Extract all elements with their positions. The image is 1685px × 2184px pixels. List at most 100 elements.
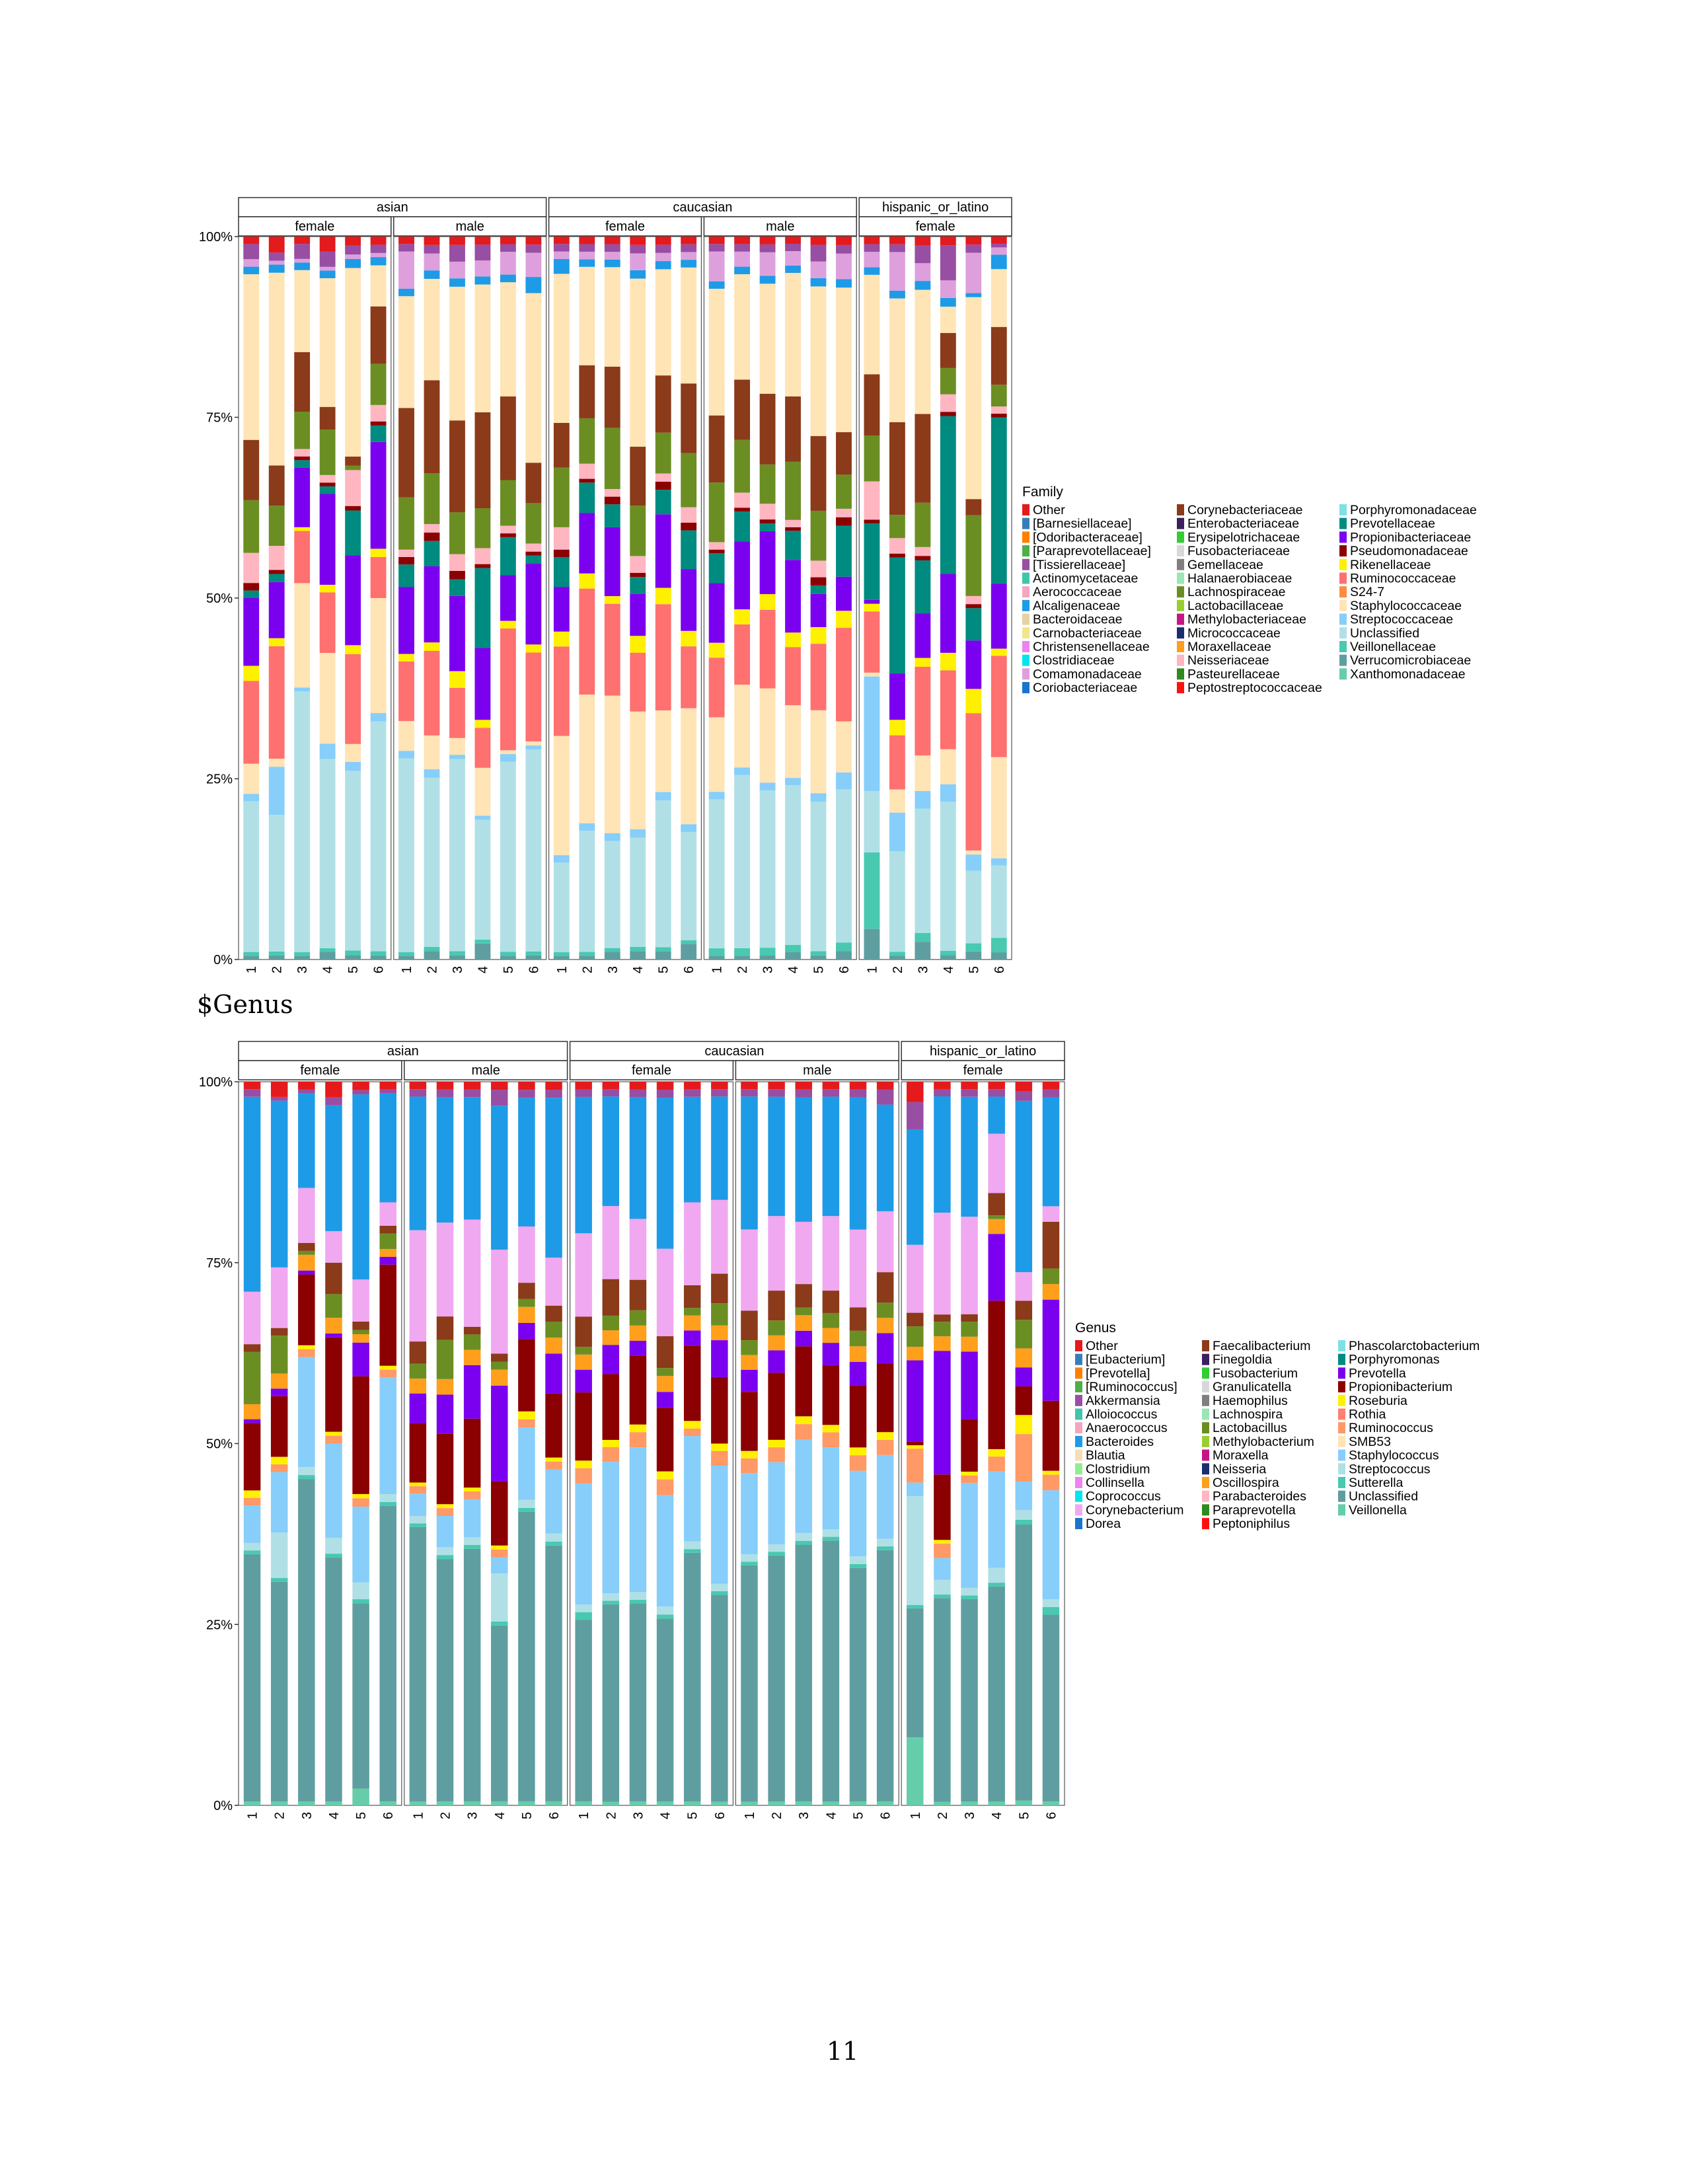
x-tick-label: 6 xyxy=(713,1812,728,1819)
bar-segment xyxy=(889,673,905,720)
bar-segment xyxy=(849,1564,867,1568)
bar-segment xyxy=(759,531,776,595)
facet-label-asian: asian xyxy=(387,1044,419,1059)
bar-segment xyxy=(352,1599,369,1604)
bar-segment xyxy=(708,717,725,792)
bar-segment xyxy=(988,1801,1005,1805)
legend-label: Other xyxy=(1086,1339,1118,1353)
bar-segment xyxy=(579,365,595,418)
bar-segment xyxy=(398,952,414,956)
bar-segment xyxy=(656,1392,674,1408)
x-tick-label: 1 xyxy=(865,966,880,973)
legend-label: Veillonella xyxy=(1349,1503,1407,1517)
bar-segment xyxy=(991,865,1007,938)
bar-segment xyxy=(298,1187,315,1243)
bar-segment xyxy=(629,1279,647,1310)
bar-segment xyxy=(424,278,440,381)
bar-segment xyxy=(741,1355,758,1370)
bar-segment xyxy=(379,1377,396,1495)
bar-segment xyxy=(876,1302,894,1318)
bar-segment xyxy=(575,1347,592,1355)
legend-label: Prevotellaceae xyxy=(1350,517,1435,531)
bar-segment xyxy=(345,470,361,506)
bar-segment xyxy=(849,1082,867,1090)
bar-segment xyxy=(785,785,801,946)
bar-segment xyxy=(629,1447,647,1593)
bar-segment xyxy=(294,262,311,270)
bar-segment xyxy=(553,631,570,647)
legend-label: Xanthomonadaceae xyxy=(1350,667,1466,681)
bar-segment xyxy=(436,1555,454,1560)
bar-segment xyxy=(436,1559,454,1802)
bar-segment xyxy=(849,1361,867,1386)
legend-label: Staphylococcaceae xyxy=(1350,599,1462,613)
bar-segment xyxy=(491,1385,508,1482)
facet-label-caucasian: caucasian xyxy=(673,200,732,215)
legend-swatch xyxy=(1177,654,1184,666)
bar-segment xyxy=(629,1082,647,1090)
legend-swatch xyxy=(1339,531,1347,543)
bar-segment xyxy=(876,1432,894,1440)
y-tick-label: 0% xyxy=(213,953,233,967)
bar-segment xyxy=(268,951,285,956)
bar-segment xyxy=(243,500,260,553)
bar-segment xyxy=(491,1549,508,1558)
bar-segment xyxy=(965,252,982,293)
bar-segment xyxy=(915,289,931,414)
bar-segment xyxy=(424,777,440,947)
bar-segment xyxy=(656,1408,674,1472)
bar-segment xyxy=(545,1258,562,1306)
x-tick-label: 6 xyxy=(372,966,387,973)
bar-segment xyxy=(525,951,542,956)
bar-segment xyxy=(759,276,776,284)
panel xyxy=(238,1081,402,1806)
bar-segment xyxy=(655,947,671,952)
bar-segment xyxy=(352,1788,369,1805)
bar-segment xyxy=(545,1541,562,1546)
bar-segment xyxy=(940,367,956,395)
bar-segment xyxy=(579,463,595,479)
legend-swatch xyxy=(1075,1408,1082,1420)
bar-segment xyxy=(822,1291,840,1313)
bar-segment xyxy=(370,237,387,245)
bar-segment xyxy=(491,1621,508,1626)
bar-segment xyxy=(268,237,285,253)
bar-segment xyxy=(940,394,956,412)
bar-segment xyxy=(934,1089,951,1097)
bar-segment xyxy=(711,1450,728,1466)
bar-segment xyxy=(474,939,491,944)
bar-segment xyxy=(864,267,880,275)
legend-label: Neisseriaceae xyxy=(1187,654,1269,668)
legend-label: Ruminococcus xyxy=(1349,1421,1433,1435)
sex-label: female xyxy=(963,1063,1003,1078)
legend-label: Neisseria xyxy=(1213,1462,1266,1476)
bar-segment xyxy=(741,1089,758,1097)
bar-segment xyxy=(463,1801,481,1805)
legend-label: Blautia xyxy=(1086,1449,1125,1463)
bar-segment xyxy=(965,515,982,596)
bar-segment xyxy=(602,1089,620,1097)
bar-segment xyxy=(991,237,1007,244)
legend-swatch xyxy=(1338,1367,1345,1379)
legend-swatch xyxy=(1339,641,1347,652)
bar-segment xyxy=(579,823,595,831)
legend-swatch xyxy=(1338,1340,1345,1351)
bar-segment xyxy=(268,582,285,638)
bar-segment xyxy=(424,566,440,643)
bar-segment xyxy=(907,1312,924,1327)
bar-segment xyxy=(768,1462,785,1544)
bar-segment xyxy=(822,1432,840,1448)
bar-segment xyxy=(734,251,751,267)
bar-segment xyxy=(785,250,801,266)
x-tick-label: 6 xyxy=(547,1812,562,1819)
bar-segment xyxy=(270,1388,288,1396)
bar-segment xyxy=(683,1345,701,1421)
bar-segment xyxy=(319,653,336,744)
bar-segment xyxy=(463,1365,481,1419)
bar-segment xyxy=(991,938,1007,953)
bar-segment xyxy=(604,695,620,833)
bar-segment xyxy=(398,288,414,297)
bar-segment xyxy=(683,1428,701,1437)
bar-segment xyxy=(579,956,595,960)
